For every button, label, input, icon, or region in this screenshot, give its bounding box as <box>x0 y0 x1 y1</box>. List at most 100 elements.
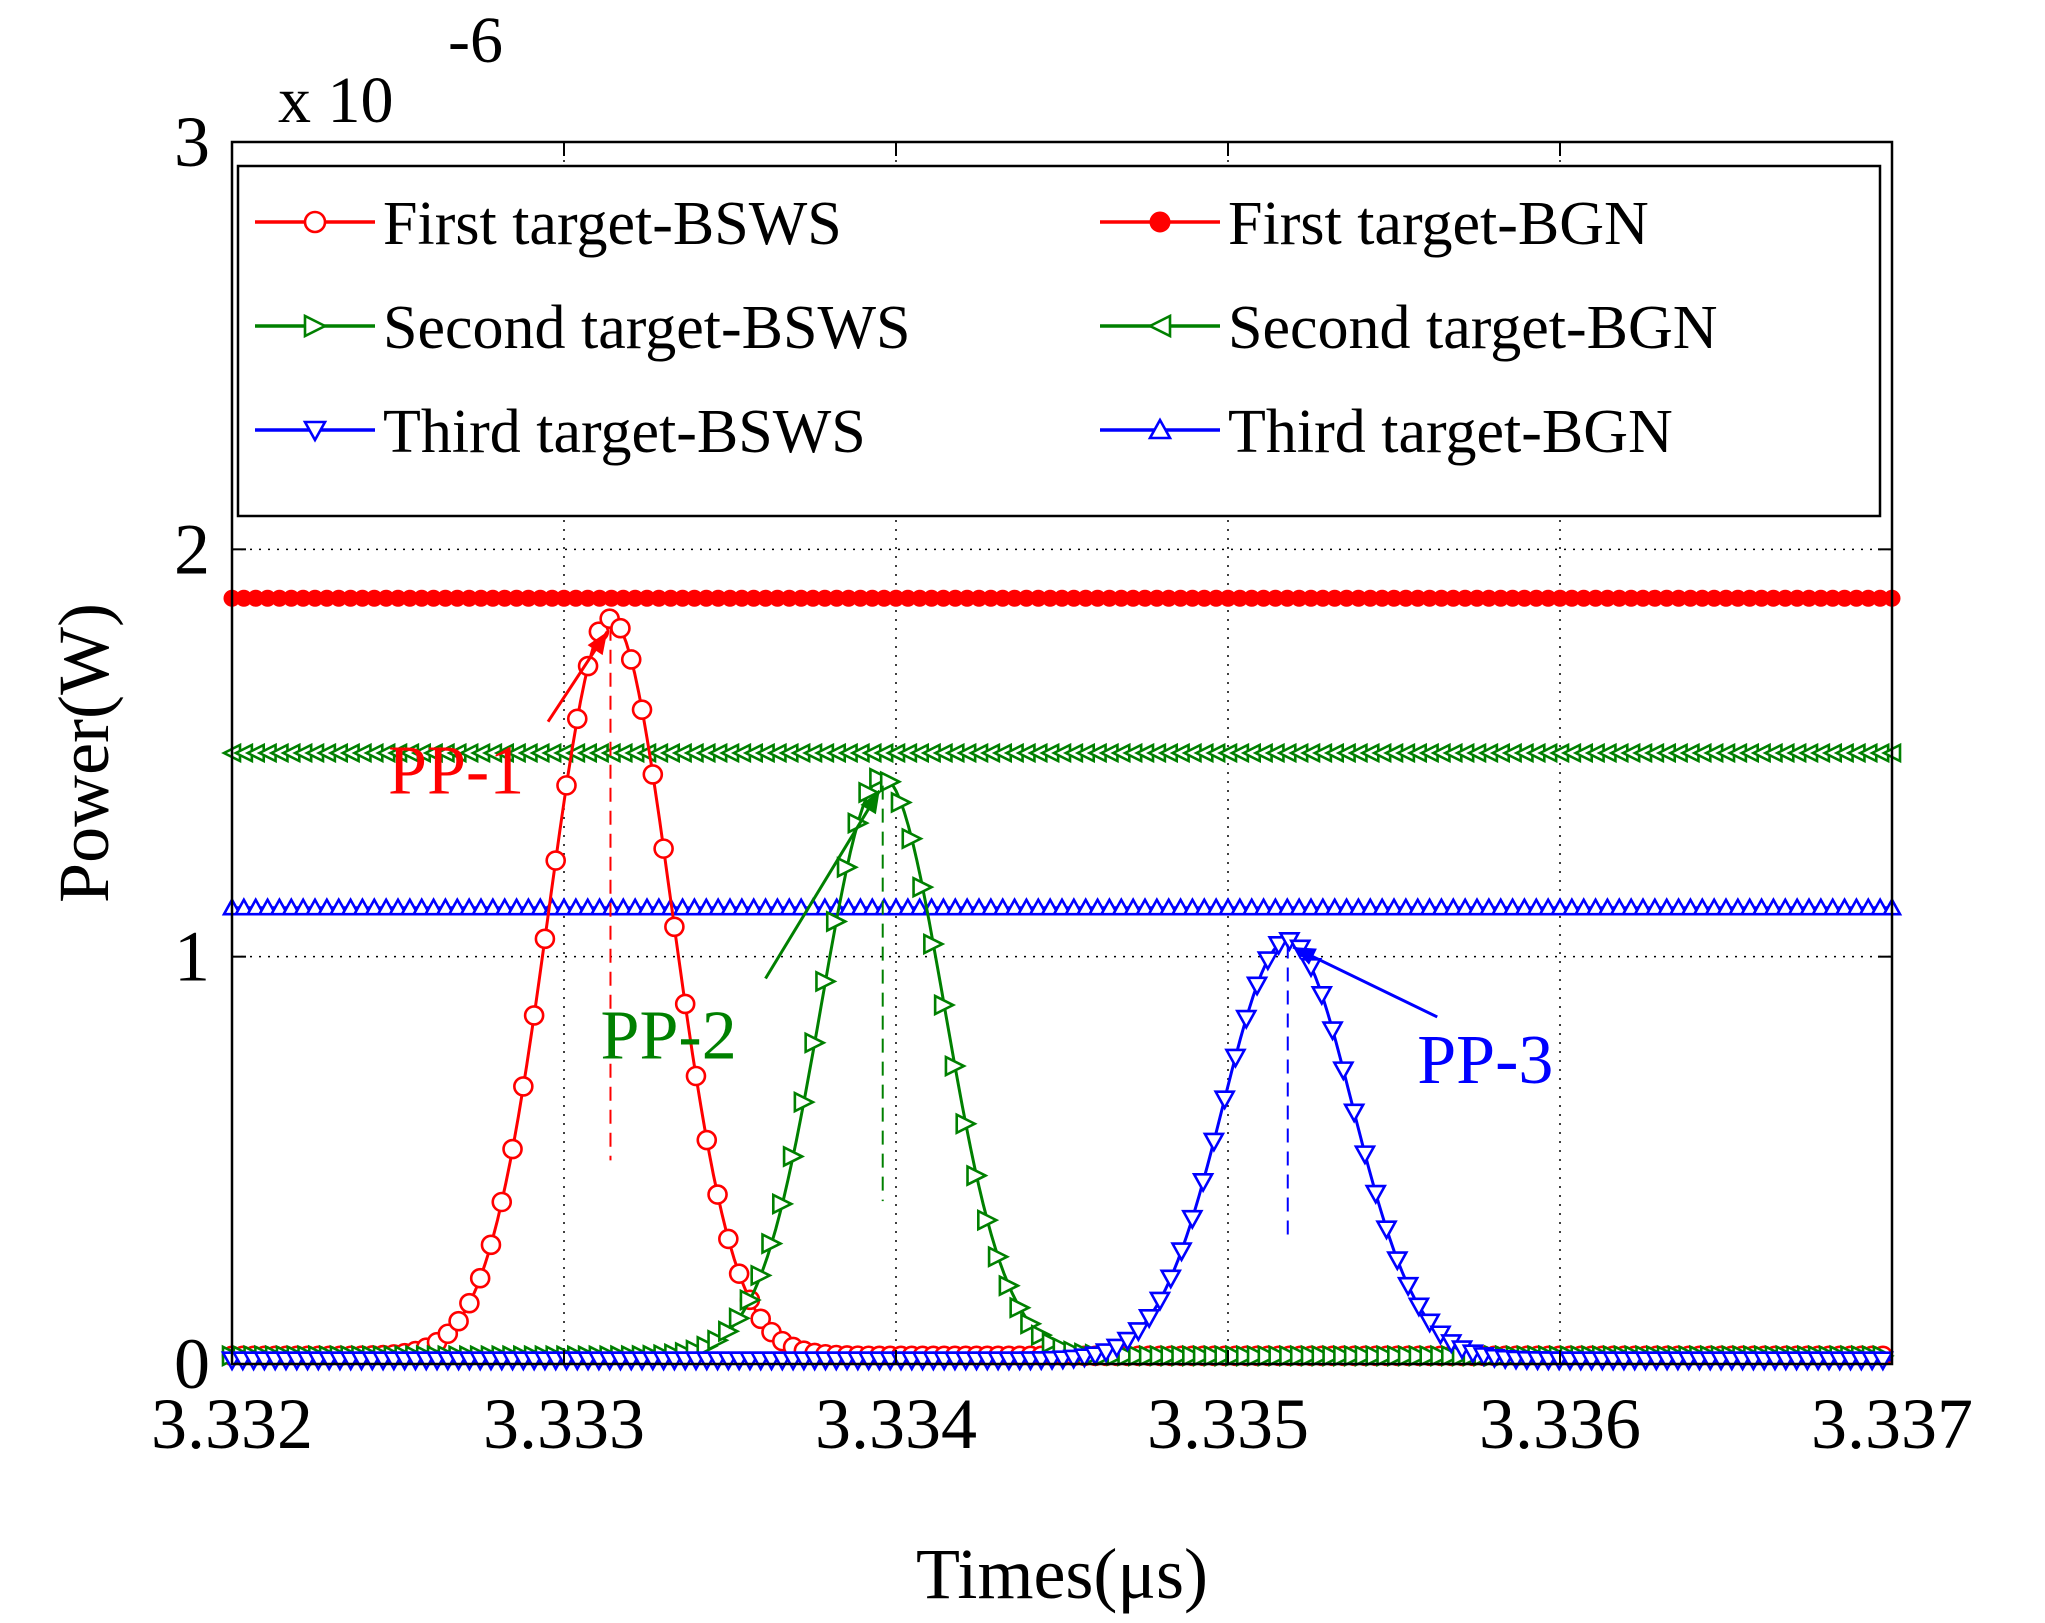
annotation-pp-2: PP-2 <box>601 785 884 1202</box>
series-third-target-bgn-marker <box>1348 897 1369 916</box>
series-third-target-bsws-marker <box>1364 1184 1387 1205</box>
series-second-target-bsws-marker <box>1182 1344 1205 1367</box>
series-third-target-bgn-marker <box>613 897 634 916</box>
legend-item-second-target-bsws: Second target-BSWS <box>255 294 911 362</box>
series-first-target-bsws-marker <box>750 1308 772 1330</box>
series-second-target-bsws-marker <box>869 767 892 790</box>
series-second-target-bsws-marker <box>987 1245 1010 1268</box>
series-third-target-bsws-marker <box>1137 1309 1161 1330</box>
series-third-target-bgn-marker <box>1099 897 1120 916</box>
legend-item-second-target-bsws-label: Second target-BSWS <box>383 294 911 362</box>
series-third-target-bgn-marker <box>1265 897 1286 916</box>
series-third-target-bgn-marker <box>1241 897 1262 916</box>
annotation-pp-2-arrowhead <box>860 790 880 815</box>
series-first-target-bsws-marker <box>685 1065 707 1087</box>
legend-item-third-target-bsws-swatch-marker <box>302 420 328 443</box>
series-second-target-bsws-marker <box>1354 1344 1377 1367</box>
series-first-target-bsws-marker <box>653 838 674 859</box>
x-tick-label: 3.333 <box>483 1384 645 1464</box>
series-first-target-bgn <box>223 589 1901 607</box>
series-third-target-bgn-marker <box>1763 897 1784 916</box>
series-second-target-bsws-marker <box>707 1329 730 1352</box>
series-third-target-bgn-marker <box>945 897 966 916</box>
legend-item-third-target-bgn-label: Third target-BGN <box>1228 398 1673 466</box>
y-tick-label: 3 <box>174 102 210 182</box>
series-second-target-bsws-marker <box>1138 1344 1162 1367</box>
legend-item-first-target-bgn-swatch-marker <box>1149 211 1171 233</box>
series-second-target-bsws-marker <box>933 993 957 1017</box>
series-third-target-bgn-marker <box>1122 897 1144 916</box>
series-second-target-bsws-marker <box>890 791 913 814</box>
series-third-target-bgn-marker <box>447 897 468 916</box>
series-third-target-bgn-marker <box>257 897 278 916</box>
series-third-target-bsws-marker <box>1116 1331 1139 1352</box>
series-third-target-bgn-marker <box>1490 897 1511 916</box>
y-axis-title: Power(W) <box>44 603 124 903</box>
series-third-target-bsws-marker <box>1396 1276 1420 1298</box>
series-third-target-bgn-marker <box>1395 897 1417 916</box>
series-second-target-bsws-marker <box>944 1054 967 1078</box>
series-third-target-bgn-marker <box>862 897 883 916</box>
legend-item-second-target-bgn: Second target-BGN <box>1100 294 1718 362</box>
series-third-target-bgn-marker <box>1300 897 1322 916</box>
series-second-target-bsws-marker <box>923 932 946 956</box>
series-third-target-bgn-marker <box>1739 897 1760 916</box>
series-first-target-bsws-marker <box>577 655 599 677</box>
series-third-target-bgn-marker <box>304 897 326 916</box>
x-axis-title: Times(μs) <box>916 1534 1208 1614</box>
series-first-target-bsws-marker <box>556 775 577 796</box>
series-third-target-bgn-marker <box>1478 897 1500 916</box>
series-third-target-bgn-marker <box>1170 897 1191 916</box>
series-first-target-bsws-marker <box>523 1005 545 1026</box>
series-first-target-bsws-marker <box>642 764 664 785</box>
series-third-target-bgn-marker <box>1158 897 1179 916</box>
series-second-target-bsws-marker <box>1030 1324 1054 1347</box>
series-third-target-bgn-marker <box>1775 897 1796 916</box>
series-third-target-bgn-marker <box>328 897 349 916</box>
series-second-target-bsws-marker <box>1397 1344 1421 1367</box>
series-second-target-bsws-marker <box>1387 1344 1410 1367</box>
legend-item-first-target-bgn-label: First target-BGN <box>1228 190 1649 258</box>
series-third-target-bgn-marker <box>1668 897 1689 916</box>
series-third-target-bgn-marker <box>814 897 836 916</box>
series-second-target-bsws-marker <box>1333 1344 1356 1367</box>
legend-item-second-target-bgn-label: Second target-BGN <box>1228 294 1718 362</box>
x-tick-label: 3.335 <box>1147 1384 1309 1464</box>
series-first-target-bsws-marker <box>620 649 642 670</box>
series-third-target-bgn-marker <box>755 897 776 916</box>
series-third-target-bgn-marker <box>909 897 930 916</box>
series-third-target-bgn-marker <box>992 897 1013 916</box>
series-third-target-bgn-marker <box>1134 897 1156 916</box>
series-second-target-bsws-marker <box>966 1164 989 1187</box>
series-second-target-bsws-marker <box>1246 1344 1269 1367</box>
series-third-target-bgn-marker <box>1443 897 1464 916</box>
series-third-target-bgn-marker <box>1407 897 1428 916</box>
series-third-target-bgn-marker <box>553 897 575 916</box>
series-third-target-bgn-marker <box>530 897 551 916</box>
series-third-target-bgn-marker <box>435 897 456 916</box>
series-second-target-bsws-marker <box>1235 1344 1259 1367</box>
series-third-target-bsws-marker <box>1267 936 1290 957</box>
series-third-target-bsws-marker <box>1170 1242 1193 1263</box>
series-third-target-bgn-marker <box>767 897 788 916</box>
series-third-target-bsws-marker <box>1407 1297 1431 1318</box>
series-second-target-bsws-marker <box>1322 1344 1345 1367</box>
series-second-target-bsws-marker <box>739 1288 762 1312</box>
series-second-target-bsws-marker <box>858 781 881 804</box>
series-third-target-bgn-marker <box>980 897 1002 916</box>
series-third-target-bsws-marker <box>1224 1048 1247 1069</box>
series-third-target-bgn-marker <box>589 897 610 916</box>
series-second-target-bsws-marker <box>815 970 838 993</box>
series-third-target-bgn-marker <box>1846 897 1867 916</box>
series-third-target-bgn-marker <box>1692 897 1713 916</box>
x-tick-label: 3.337 <box>1811 1384 1973 1464</box>
series-third-target-bgn-marker <box>233 897 255 916</box>
series-third-target-bgn-marker <box>518 897 539 916</box>
legend-item-third-target-bgn: Third target-BGN <box>1100 398 1673 466</box>
series-second-target-bsws-marker <box>879 770 903 793</box>
series-first-target-bsws-marker <box>566 708 588 730</box>
y-tick-label: 0 <box>174 1324 210 1404</box>
series-third-target-bsws-marker <box>1181 1209 1204 1231</box>
series-third-target-bgn-marker <box>956 897 978 916</box>
series-third-target-bgn-marker <box>1360 897 1381 916</box>
